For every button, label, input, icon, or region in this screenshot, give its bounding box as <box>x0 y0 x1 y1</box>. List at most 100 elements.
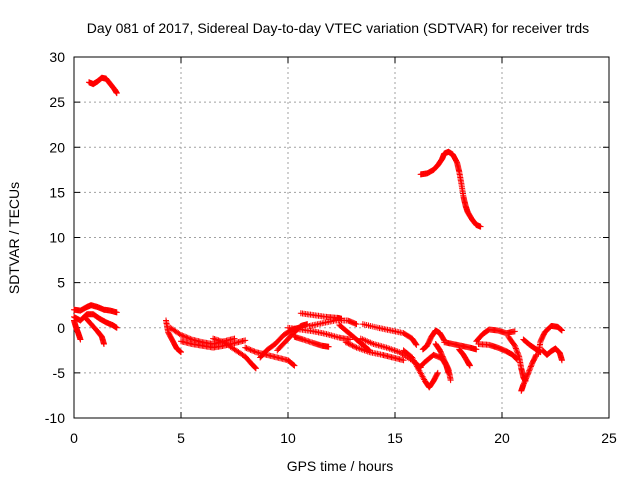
data-point <box>252 364 259 371</box>
data-point <box>350 343 357 350</box>
data-point <box>412 341 419 348</box>
data-point <box>525 368 532 375</box>
y-tick-label: -5 <box>53 365 66 381</box>
data-point <box>242 344 249 351</box>
data-point <box>345 340 352 347</box>
data-point <box>325 343 332 350</box>
series-arc-21 <box>400 347 441 391</box>
y-tick-label: -10 <box>45 410 65 426</box>
data-point <box>400 357 407 364</box>
data-point <box>252 365 259 372</box>
data-point <box>248 347 255 354</box>
y-tick-label: 25 <box>49 94 65 110</box>
chart-title: Day 081 of 2017, Sidereal Day-to-day VTE… <box>87 20 589 36</box>
data-points <box>71 74 565 394</box>
data-point <box>513 346 520 353</box>
data-point <box>473 346 480 353</box>
data-point <box>353 321 360 328</box>
data-point <box>342 339 349 346</box>
y-tick-label: 0 <box>57 320 65 336</box>
y-tick-label: 15 <box>49 184 65 200</box>
data-point <box>445 369 452 376</box>
y-tick-label: 20 <box>49 139 65 155</box>
series-arc-14 <box>297 310 345 322</box>
data-point <box>348 341 355 348</box>
data-point <box>244 345 251 352</box>
series-arc-24 <box>415 351 452 376</box>
data-point <box>515 352 522 359</box>
y-axis-label: SDTVAR / TECUs <box>6 182 22 294</box>
data-point <box>113 324 120 331</box>
data-point <box>291 362 298 369</box>
series-arc-18 <box>342 339 407 364</box>
y-tick-label: 5 <box>57 275 65 291</box>
data-point <box>511 342 518 349</box>
data-point <box>524 372 531 379</box>
x-tick-labels: 0 5 10 15 20 25 <box>70 430 617 446</box>
y-tick-label: 10 <box>49 230 65 246</box>
data-point <box>176 331 183 338</box>
data-point <box>477 223 484 230</box>
x-tick-label: 5 <box>177 430 185 446</box>
data-point <box>526 366 533 373</box>
data-point <box>184 334 191 341</box>
series-arc-20 <box>359 321 420 348</box>
series-arc-25 <box>441 339 480 353</box>
y-tick-labels: -10 -5 0 5 10 15 20 25 30 <box>45 49 65 426</box>
data-point <box>515 350 522 357</box>
series-arc-06 <box>163 317 184 356</box>
data-point <box>113 309 120 316</box>
data-point <box>290 361 297 368</box>
x-tick-label: 0 <box>70 430 78 446</box>
data-point <box>246 346 253 353</box>
data-point <box>352 343 359 350</box>
series-arc-29 <box>505 333 529 384</box>
series-arc-02 <box>71 302 120 316</box>
data-point <box>413 341 420 348</box>
series-arc-09 <box>210 335 259 372</box>
data-point <box>512 344 519 351</box>
data-point <box>527 364 534 371</box>
data-point <box>524 371 531 378</box>
data-point <box>113 90 120 97</box>
data-point <box>434 370 441 377</box>
data-point <box>525 370 532 377</box>
series-arc-30 <box>518 351 540 394</box>
data-point <box>558 357 565 364</box>
data-point <box>511 328 518 335</box>
data-point <box>179 332 186 339</box>
data-point <box>243 345 250 352</box>
series-arc-33 <box>539 345 565 364</box>
data-point <box>180 333 187 340</box>
x-axis-label: GPS time / hours <box>287 458 394 474</box>
data-point <box>344 339 351 346</box>
y-tick-label: 30 <box>49 49 65 65</box>
series-arc-04 <box>71 317 84 343</box>
data-point <box>100 340 107 347</box>
data-point <box>247 346 254 353</box>
data-point <box>178 349 184 356</box>
data-point <box>182 333 189 340</box>
data-point <box>512 345 519 352</box>
x-tick-label: 10 <box>280 430 296 446</box>
series-arc-34 <box>417 148 484 230</box>
x-tick-label: 20 <box>494 430 510 446</box>
data-point <box>434 369 441 376</box>
data-point <box>242 337 249 344</box>
series-arc-27 <box>473 326 518 345</box>
grid <box>74 57 609 418</box>
data-point <box>527 363 534 370</box>
series-arc-08 <box>178 337 249 351</box>
series-arc-26 <box>456 346 473 369</box>
data-point <box>513 348 520 355</box>
data-point <box>183 334 190 341</box>
data-point <box>250 347 257 354</box>
series-arc-22 <box>419 327 448 353</box>
series-arc-16 <box>306 317 360 329</box>
data-point <box>349 342 356 349</box>
series-arc-32 <box>535 322 565 357</box>
data-point <box>447 377 454 384</box>
data-point <box>346 341 353 348</box>
series-arc-03 <box>71 311 120 331</box>
